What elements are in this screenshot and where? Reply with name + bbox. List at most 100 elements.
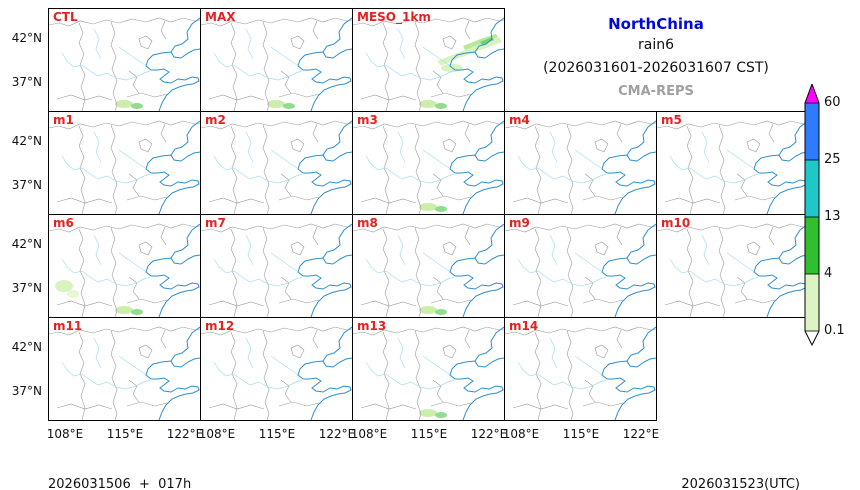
coastline <box>753 120 808 214</box>
y-tick-label: 42°N <box>11 31 42 45</box>
province-borders <box>505 326 656 420</box>
variable-title: rain6 <box>637 37 674 53</box>
colorbar-outline <box>804 84 820 346</box>
panel-m3: m3 <box>352 111 505 215</box>
map-m3 <box>353 120 504 214</box>
province-borders <box>353 223 504 317</box>
map-m14 <box>505 326 656 420</box>
panel-m9: m9 <box>504 214 657 318</box>
map-m13 <box>353 326 504 420</box>
panel-label: m8 <box>357 216 378 230</box>
rivers <box>669 234 759 287</box>
rivers <box>213 131 303 184</box>
map-MAX <box>201 17 352 111</box>
coastline <box>601 223 656 317</box>
x-tick-label: 122°E <box>166 427 204 441</box>
coastline <box>145 17 200 111</box>
coastline <box>601 326 656 420</box>
province-borders <box>49 326 200 420</box>
panel-MESO_1km: MESO_1km <box>352 8 505 112</box>
colorbar-seg-13-25 <box>805 160 819 217</box>
map-m11 <box>49 326 200 420</box>
rivers <box>61 28 151 81</box>
coastline <box>449 120 504 214</box>
map-m10 <box>657 223 808 317</box>
rain-shading-bottom <box>419 203 447 212</box>
init-time-block: 2026031506 + 017h 2026031514 + 017h <box>48 447 191 490</box>
province-borders <box>201 326 352 420</box>
province-borders <box>657 223 808 317</box>
x-tick-label: 122°E <box>470 427 508 441</box>
panel-m11: m11 <box>48 317 201 421</box>
x-tick-label: 115°E <box>562 427 600 441</box>
coastline <box>297 17 352 111</box>
colorbar-arrow-top <box>805 84 819 103</box>
panel-m12: m12 <box>200 317 353 421</box>
rain-shading-bottom <box>419 306 447 315</box>
valid-time-block: 2026031523(UTC) 2026031607(CST) <box>681 447 800 490</box>
coastline <box>601 120 656 214</box>
x-tick-label: 108°E <box>46 427 84 441</box>
panel-m8: m8 <box>352 214 505 318</box>
map-m2 <box>201 120 352 214</box>
panel-m7: m7 <box>200 214 353 318</box>
x-tick-label: 122°E <box>318 427 356 441</box>
panel-m5: m5 <box>656 111 809 215</box>
province-borders <box>49 17 200 111</box>
province-borders <box>201 223 352 317</box>
panel-label: CTL <box>53 10 78 24</box>
coastline <box>297 120 352 214</box>
colorbar-seg-4-13 <box>805 217 819 274</box>
province-borders <box>353 120 504 214</box>
panel-CTL: CTL <box>48 8 201 112</box>
colorbar-seg-0.1-4 <box>805 274 819 331</box>
coastline <box>449 223 504 317</box>
map-m12 <box>201 326 352 420</box>
colorbar-dividers <box>805 102 819 332</box>
rivers <box>365 337 455 390</box>
panel-m4: m4 <box>504 111 657 215</box>
rivers <box>365 131 455 184</box>
panel-label: MESO_1km <box>357 10 431 24</box>
coastline <box>753 223 808 317</box>
panel-label: m1 <box>53 113 74 127</box>
rain-shading-bottom <box>419 100 447 109</box>
province-borders <box>353 326 504 420</box>
rivers <box>669 131 759 184</box>
panel-m10: m10 <box>656 214 809 318</box>
map-MESO_1km <box>353 17 504 111</box>
panel-label: m3 <box>357 113 378 127</box>
rivers <box>213 234 303 287</box>
rain-shading-bottom <box>419 409 447 418</box>
map-CTL <box>49 17 200 111</box>
rivers <box>517 234 607 287</box>
rivers <box>365 234 455 287</box>
panel-m1: m1 <box>48 111 201 215</box>
x-tick-label: 115°E <box>410 427 448 441</box>
panel-MAX: MAX <box>200 8 353 112</box>
rivers <box>61 131 151 184</box>
coastline <box>145 326 200 420</box>
panel-label: m6 <box>53 216 74 230</box>
colorbar <box>804 84 820 346</box>
map-m4 <box>505 120 656 214</box>
panel-label: m7 <box>205 216 226 230</box>
y-tick-label: 42°N <box>11 237 42 251</box>
coastline <box>449 326 504 420</box>
rain-shading-left <box>55 280 79 298</box>
province-borders <box>49 223 200 317</box>
x-tick-label: 108°E <box>502 427 540 441</box>
colorbar-tick-label: 0.1 <box>824 323 845 338</box>
panel-m13: m13 <box>352 317 505 421</box>
panel-label: MAX <box>205 10 236 24</box>
title-block: NorthChina rain6 (2026031601-2026031607 … <box>512 14 800 103</box>
x-tick-label: 115°E <box>258 427 296 441</box>
colorbar-tick-label: 13 <box>824 209 841 224</box>
y-tick-label: 42°N <box>11 134 42 148</box>
y-tick-label: 37°N <box>11 178 42 192</box>
rivers <box>517 337 607 390</box>
panel-label: m10 <box>661 216 691 230</box>
colorbar-tick-label: 4 <box>824 266 833 281</box>
coastline <box>297 223 352 317</box>
